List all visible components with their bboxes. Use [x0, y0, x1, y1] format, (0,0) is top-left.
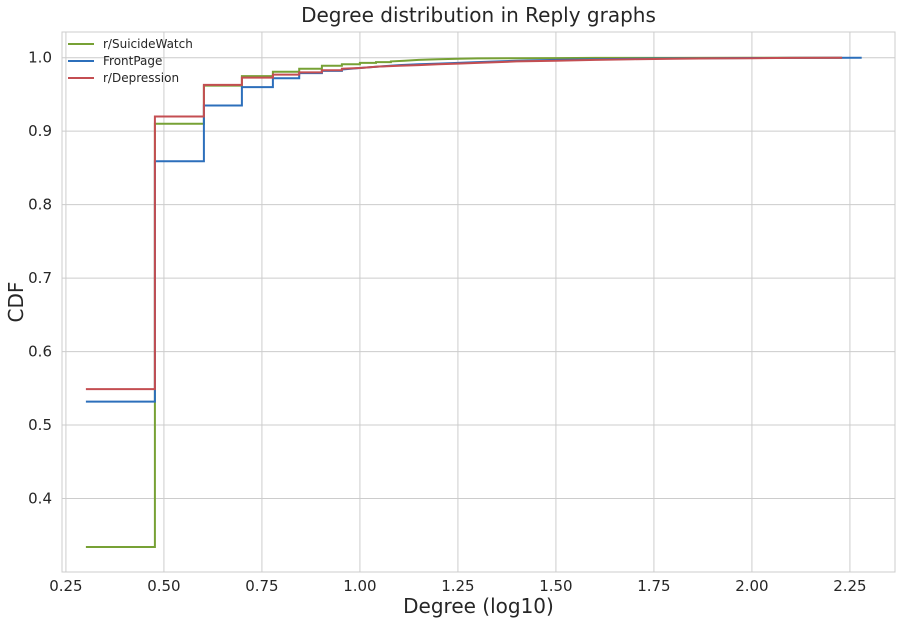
series-lines	[85, 56, 862, 548]
y-tick-label: 0.4	[28, 490, 52, 508]
y-tick-label: 0.9	[28, 122, 52, 140]
legend: r/SuicideWatch FrontPage r/Depression	[68, 37, 193, 85]
y-axis-label: CDF	[4, 282, 28, 323]
x-tick-label: 1.00	[343, 577, 376, 595]
y-tick-labels: 0.4 0.5 0.6 0.7 0.8 0.9 1.0	[28, 49, 52, 508]
x-tick-label: 0.75	[245, 577, 278, 595]
plot-frame	[61, 31, 896, 573]
legend-label: r/Depression	[103, 71, 179, 85]
x-tick-label: 2.00	[735, 577, 768, 595]
series-line-2	[85, 56, 843, 391]
y-tick-label: 0.5	[28, 416, 52, 434]
y-tick-label: 1.0	[28, 49, 52, 67]
x-tick-label: 2.25	[833, 577, 866, 595]
grid	[62, 32, 895, 572]
y-tick-label: 0.8	[28, 196, 52, 214]
chart-title: Degree distribution in Reply graphs	[301, 3, 656, 27]
x-tick-label: 0.50	[147, 577, 180, 595]
x-tick-label: 1.25	[441, 577, 474, 595]
y-tick-label: 0.6	[28, 343, 52, 361]
x-tick-label: 1.75	[637, 577, 670, 595]
legend-label: FrontPage	[103, 54, 162, 68]
x-tick-label: 0.25	[49, 577, 82, 595]
x-tick-label: 1.50	[539, 577, 572, 595]
x-tick-labels: 0.25 0.50 0.75 1.00 1.25 1.50 1.75 2.00 2.25	[49, 577, 866, 595]
legend-label: r/SuicideWatch	[103, 37, 193, 51]
x-axis-label: Degree (log10)	[403, 594, 554, 618]
series-line-1	[85, 56, 862, 403]
y-tick-label: 0.7	[28, 269, 52, 287]
